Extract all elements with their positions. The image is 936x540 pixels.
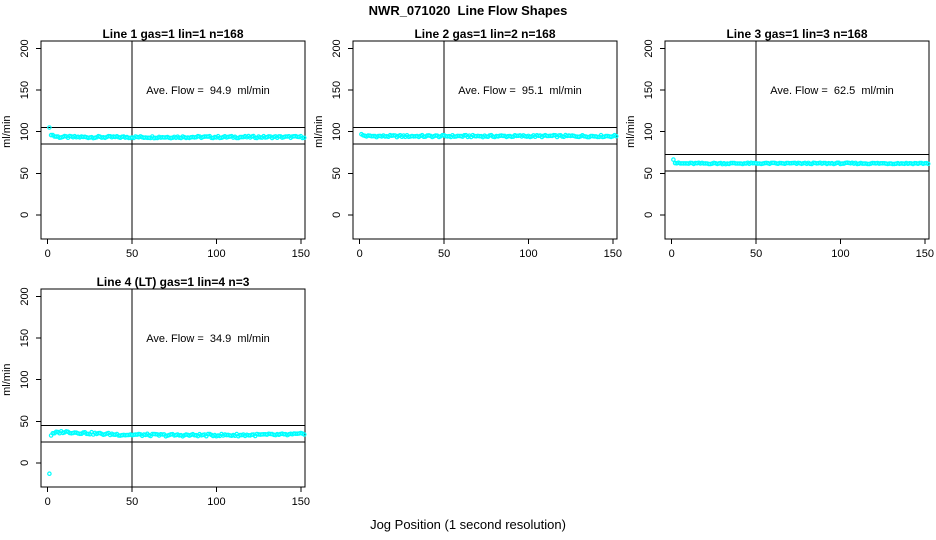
ave-flow-annotation-4: Ave. Flow = 34.9 ml/min <box>146 333 270 345</box>
ave-flow-annotation-2: Ave. Flow = 95.1 ml/min <box>458 85 582 97</box>
x-tick-label: 50 <box>126 248 138 260</box>
data-point <box>671 157 676 162</box>
x-tick-label: 50 <box>438 248 450 260</box>
data-point <box>47 125 52 130</box>
data-point <box>462 133 467 138</box>
y-tick-label: 150 <box>331 81 343 99</box>
y-tick-label: 0 <box>19 212 31 218</box>
ave-flow-annotation-3: Ave. Flow = 62.5 ml/min <box>770 85 894 97</box>
x-tick-label: 150 <box>292 496 310 508</box>
y-tick-label: 50 <box>331 167 343 179</box>
x-tick-label: 0 <box>45 496 51 508</box>
y-tick-label: 150 <box>19 81 31 99</box>
plot-box <box>40 288 306 488</box>
data-point <box>301 432 307 437</box>
x-tick-label: 50 <box>126 496 138 508</box>
panel-title-1: Line 1 gas=1 lin=1 n=168 <box>102 27 244 41</box>
y-tick-label: 100 <box>19 371 31 389</box>
x-tick-label: 50 <box>750 248 762 260</box>
panel-line-2: 0 50 100 150 200 0 50 100 150 ml/min Line 2 gas=1… <box>312 22 624 270</box>
y-axis-label: ml/min <box>1 115 13 147</box>
y-axis-label: ml/min <box>1 363 13 395</box>
plot-box <box>40 40 306 240</box>
y-tick-label: 100 <box>19 123 31 141</box>
x-tick-label: 150 <box>292 248 310 260</box>
y-tick-label: 100 <box>643 123 655 141</box>
x-tick-label: 0 <box>669 248 675 260</box>
y-tick-label: 150 <box>643 81 655 99</box>
y-tick-label: 200 <box>331 39 343 57</box>
y-axis-label: ml/min <box>625 115 637 147</box>
panel-line-1: 0 50 100 150 200 0 50 100 150 ml/min Line 1 gas=1… <box>0 22 312 270</box>
y-tick-label: 200 <box>643 39 655 57</box>
x-tick-label: 100 <box>207 496 225 508</box>
x-tick-label: 150 <box>916 248 934 260</box>
panel-line-3: 0 50 100 150 200 0 50 100 150 ml/min Line 3 gas=1… <box>624 22 936 270</box>
y-tick-label: 200 <box>19 287 31 305</box>
x-tick-label: 100 <box>207 248 225 260</box>
figure-title: NWR_071020 Line Flow Shapes <box>368 3 568 18</box>
x-axis-label: Jog Position (1 second resolution) <box>370 517 566 532</box>
data-point <box>595 134 600 140</box>
data-point <box>551 132 557 138</box>
y-axis-label: ml/min <box>313 115 325 147</box>
plot-box <box>664 40 930 240</box>
y-tick-label: 50 <box>19 167 31 179</box>
y-tick-label: 50 <box>19 415 31 427</box>
data-point <box>301 135 307 141</box>
y-tick-label: 200 <box>19 39 31 57</box>
x-tick-label: 0 <box>45 248 51 260</box>
data-point <box>391 133 396 138</box>
x-tick-label: 100 <box>519 248 537 260</box>
y-tick-label: 100 <box>331 123 343 141</box>
x-tick-label: 150 <box>604 248 622 260</box>
data-point <box>47 471 52 477</box>
y-tick-label: 50 <box>643 167 655 179</box>
panel-line-4: 0 50 100 150 200 0 50 100 150 ml/min Line 4 (LT) … <box>0 270 312 518</box>
data-point <box>613 133 619 139</box>
y-tick-label: 150 <box>19 329 31 347</box>
x-tick-label: 100 <box>831 248 849 260</box>
data-point <box>925 161 931 167</box>
panel-title-2: Line 2 gas=1 lin=2 n=168 <box>414 27 556 41</box>
x-tick-label: 0 <box>357 248 363 260</box>
panel-title-4: Line 4 (LT) gas=1 lin=4 n=3 <box>96 275 250 289</box>
plot-svg-1: 0 50 100 150 200 0 50 100 150 ml/min <box>1 39 310 260</box>
data-point <box>266 134 272 139</box>
panel-title-3: Line 3 gas=1 lin=3 n=168 <box>726 27 868 41</box>
y-tick-label: 0 <box>643 212 655 218</box>
plot-box <box>352 40 618 240</box>
plot-svg-3: 0 50 100 150 200 0 50 100 150 ml/min <box>625 39 934 260</box>
y-tick-label: 0 <box>331 212 343 218</box>
y-tick-label: 0 <box>19 460 31 466</box>
plot-svg-2: 0 50 100 150 200 0 50 100 150 ml/min <box>313 39 622 260</box>
plot-svg-4: 0 50 100 150 200 0 50 100 150 ml/min <box>1 287 310 508</box>
ave-flow-annotation-1: Ave. Flow = 94.9 ml/min <box>146 85 270 97</box>
